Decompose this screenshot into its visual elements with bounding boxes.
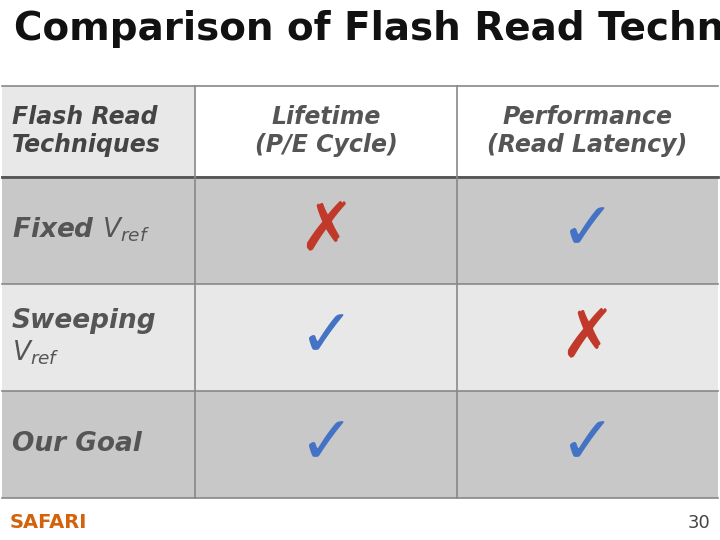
Text: Lifetime
(P/E Cycle): Lifetime (P/E Cycle) <box>255 105 397 157</box>
Text: ✓: ✓ <box>298 411 354 477</box>
Bar <box>2 86 195 177</box>
Bar <box>195 86 718 177</box>
Text: ✓: ✓ <box>559 197 616 263</box>
Bar <box>2 391 718 498</box>
Text: Fixed $V_{ref}$: Fixed $V_{ref}$ <box>12 216 150 245</box>
Text: Comparison of Flash Read Techniques: Comparison of Flash Read Techniques <box>14 10 720 48</box>
Text: ✗: ✗ <box>559 305 616 370</box>
Text: Sweeping
$V_{ref}$: Sweeping $V_{ref}$ <box>12 308 157 367</box>
Text: Performance
(Read Latency): Performance (Read Latency) <box>487 105 688 157</box>
Bar <box>2 284 718 391</box>
Text: SAFARI: SAFARI <box>10 513 87 532</box>
Text: ✓: ✓ <box>559 411 616 477</box>
Text: ✓: ✓ <box>298 305 354 370</box>
Text: ✗: ✗ <box>298 197 354 263</box>
Text: 30: 30 <box>688 514 710 532</box>
Bar <box>2 177 718 284</box>
Text: Flash Read
Techniques: Flash Read Techniques <box>12 105 161 157</box>
Text: Our Goal: Our Goal <box>12 431 142 457</box>
